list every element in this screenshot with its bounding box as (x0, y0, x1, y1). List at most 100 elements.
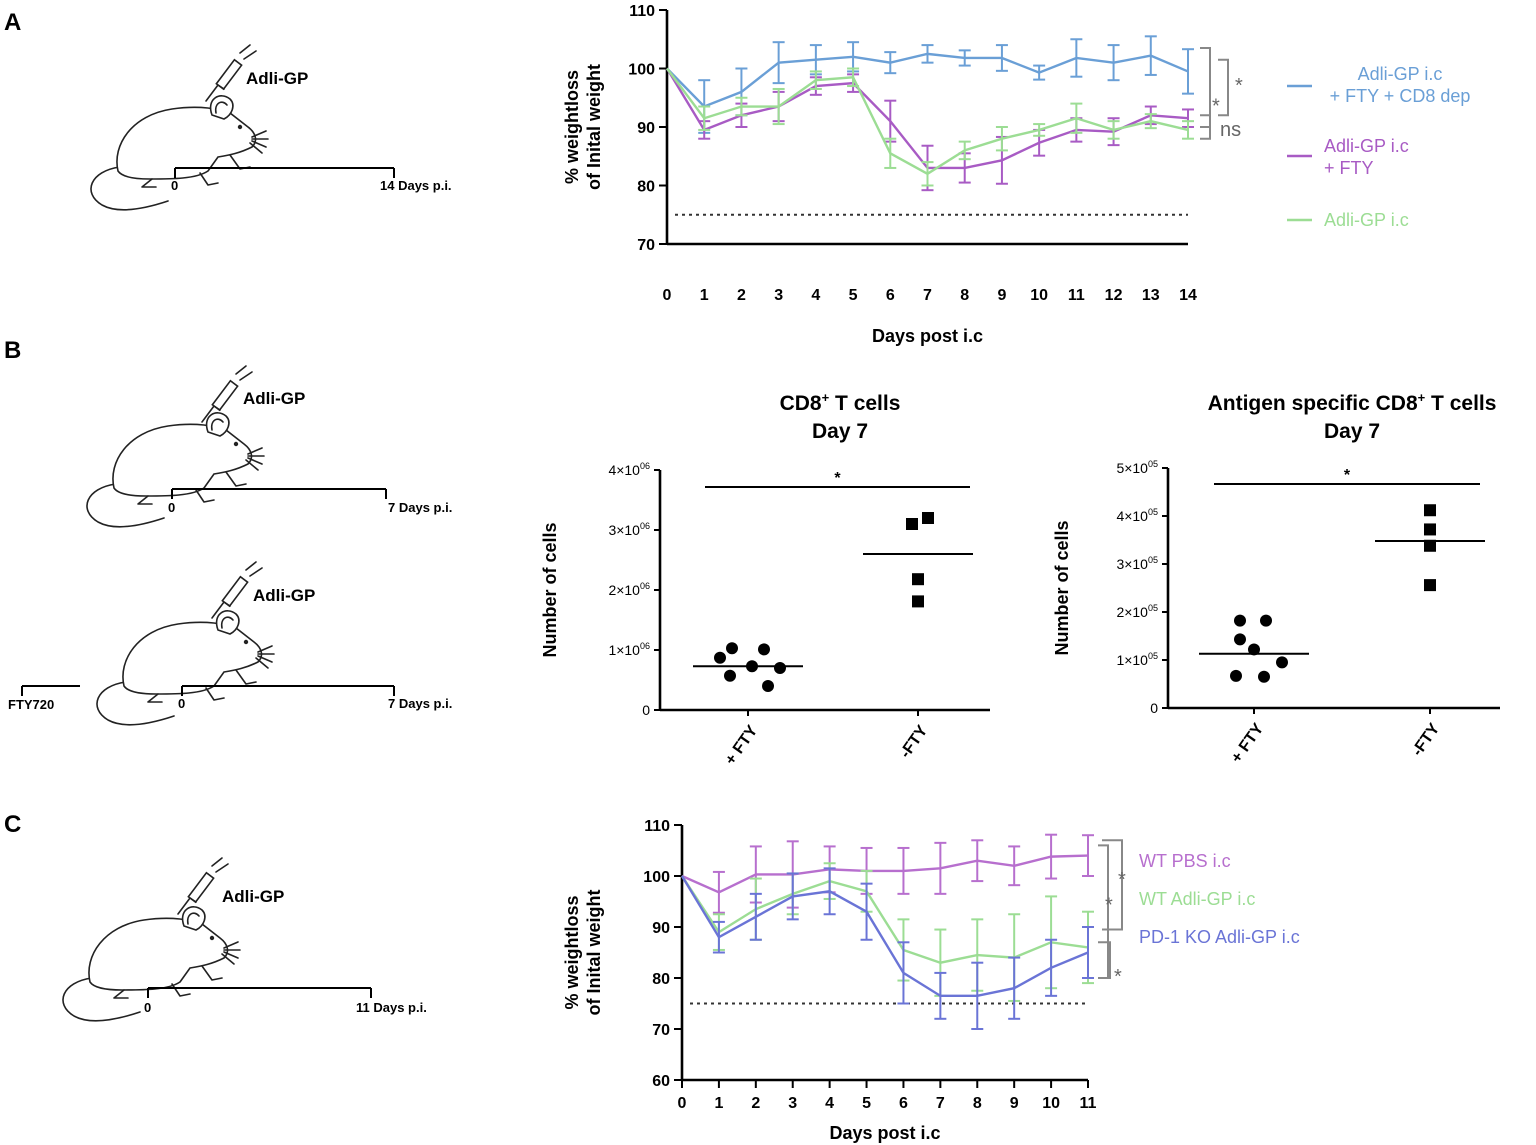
mouse-icon (62, 906, 241, 1022)
timeline-end: 7 Days p.i. (388, 500, 452, 515)
y-axis-title: Number of cells (1052, 520, 1072, 655)
x-tick-label: 11 (1080, 1095, 1097, 1112)
syringe-icon (177, 857, 229, 915)
data-point (906, 518, 918, 530)
y-tick-label: 3×1005 (1116, 555, 1158, 572)
data-point (724, 669, 736, 682)
chart-b-antigen-specific-cd8: Antigen specific CD8+ T cells Day 7 0 1×100… (1052, 390, 1500, 766)
sig-label: * (1212, 95, 1220, 117)
x-tick-label: + FTY (1228, 720, 1267, 766)
y-tick-label: 80 (637, 179, 655, 196)
y-tick-label: 70 (652, 1022, 670, 1039)
data-point (714, 651, 726, 664)
sig-label: * (1235, 75, 1243, 97)
sig-bracket (1218, 58, 1229, 117)
y-tick-label: 2×1006 (608, 581, 650, 598)
x-tick-label: 13 (1142, 287, 1160, 304)
legend-label: WT PBS i.c (1139, 851, 1231, 871)
x-axis-title: Days post i.c (872, 326, 983, 346)
x-axis-title: Days post i.c (829, 1123, 940, 1143)
mouse-icon (86, 412, 265, 528)
x-tick-label: 6 (886, 287, 895, 304)
sig-bracket (1200, 114, 1211, 140)
data-point (912, 595, 924, 608)
x-tick-label: 10 (1042, 1095, 1060, 1112)
virus-label: Adli-GP (222, 887, 284, 906)
series-2 (666, 67, 1194, 187)
series-line (680, 875, 1089, 964)
sig-label: * (1114, 966, 1122, 988)
data-point (1258, 670, 1270, 683)
x-tick-label: 5 (862, 1095, 871, 1112)
x-tick-label: 8 (973, 1095, 982, 1112)
timeline-start: 0 (168, 500, 175, 515)
panel-letter-c: C (4, 811, 21, 838)
y-tick-label: 110 (644, 818, 670, 835)
x-tick-label: 11 (1068, 287, 1085, 304)
series-line (666, 52, 1189, 108)
legend-label: Adli-GP i.c + FTY (1324, 136, 1409, 178)
data-point (774, 662, 786, 674)
y-tick-label: 100 (628, 62, 655, 79)
legend-label: PD-1 KO Adli-GP i.c (1139, 927, 1300, 947)
virus-label: Adli-GP (253, 586, 315, 605)
group-1 (863, 512, 973, 608)
data-point (1230, 669, 1242, 682)
series-1 (680, 862, 1094, 1002)
legend-label: Adli-GP i.c (1324, 210, 1409, 230)
data-point (1424, 523, 1436, 536)
panel-letter-b: B (4, 337, 21, 364)
mouse-icon (96, 610, 275, 726)
y-tick-label: 70 (637, 237, 655, 254)
y-tick-label: 2×1005 (1116, 603, 1158, 620)
y-tick-label: 0 (642, 702, 650, 718)
timeline-end: 11 Days p.i. (356, 1000, 427, 1015)
y-axis-title: Number of cells (540, 522, 560, 657)
group-0 (1199, 614, 1309, 683)
chart-c-weight-loss: 60 70 80 90 100 110 0 1 2 3 4 5 6 7 8 9 10 11 Days post i.… (562, 818, 1300, 1143)
series-line (680, 875, 1089, 998)
x-tick-label: 8 (960, 287, 969, 304)
legend-label: Adli-GP i.c + FTY + CD8 dep (1330, 64, 1471, 106)
panel-c-schematic: Adli-GP 0 11 Days p.i. (62, 857, 427, 1022)
data-point (912, 573, 924, 586)
x-tick-label: 9 (1010, 1095, 1019, 1112)
chart-subtitle: Day 7 (812, 420, 868, 443)
data-point (1276, 656, 1288, 669)
timeline-pre-label: FTY720 (8, 697, 54, 712)
timeline-end: 7 Days p.i. (388, 696, 452, 711)
data-point (746, 660, 758, 673)
timeline-start: 0 (178, 696, 185, 711)
y-tick-label: 0 (1150, 700, 1158, 716)
group-0 (693, 642, 803, 692)
sig-bracket (1200, 47, 1211, 128)
series-0 (666, 35, 1194, 134)
y-axis-title: % weightloss of Inital weight (562, 890, 604, 1016)
sig-label: * (1105, 895, 1113, 917)
y-tick-label: 110 (629, 3, 655, 20)
mouse-icon (90, 95, 269, 211)
series-2 (680, 867, 1094, 1030)
y-tick-label: 5×1005 (1116, 459, 1158, 476)
data-point (922, 512, 934, 524)
x-tick-label: 9 (997, 287, 1006, 304)
x-tick-label: 3 (788, 1095, 797, 1112)
sig-label: * (1118, 869, 1126, 891)
sig-bracket (1102, 839, 1123, 931)
series-line (666, 67, 1189, 176)
y-tick-label: 4×1005 (1116, 507, 1158, 524)
panel-b-schematic-2: Adli-GP FTY720 0 7 Days p.i. (8, 561, 452, 726)
data-point (1234, 633, 1246, 646)
chart-title: Antigen specific CD8+ T cells (1208, 390, 1497, 415)
data-point (1424, 504, 1436, 517)
data-point (758, 643, 770, 656)
virus-label: Adli-GP (243, 389, 305, 408)
y-tick-label: 100 (643, 869, 670, 886)
x-tick-label: 7 (936, 1095, 945, 1112)
significance-label: * (834, 470, 841, 487)
y-tick-label: 90 (652, 920, 670, 937)
x-tick-label: 2 (737, 287, 746, 304)
data-point (1260, 614, 1272, 627)
sig-bracket (1098, 941, 1111, 979)
